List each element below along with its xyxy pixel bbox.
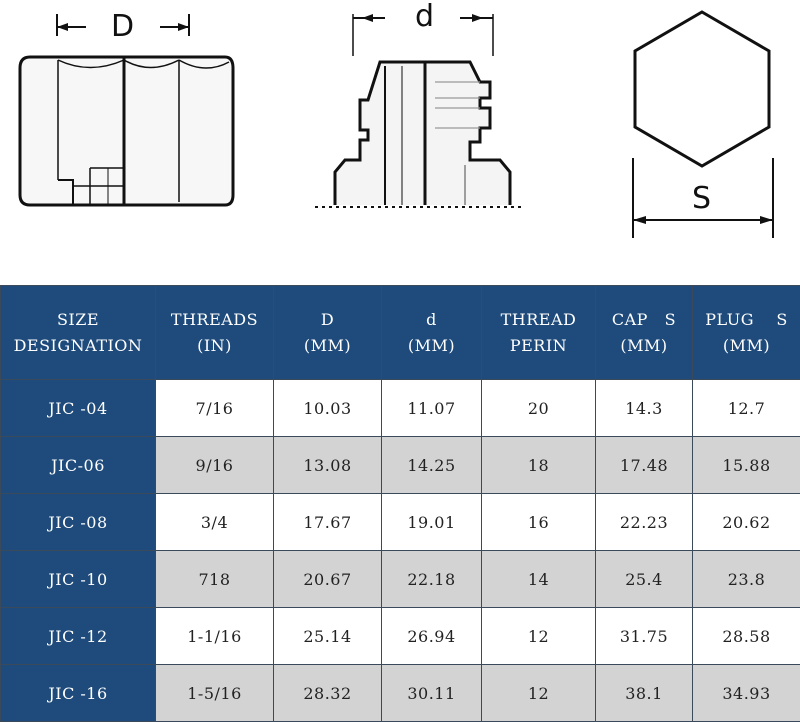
table-row: JIC -12 1-1/16 25.14 26.94 12 31.75 28.5…	[1, 608, 800, 665]
size-cell: JIC -08	[1, 494, 156, 551]
cap-d-cell: 20.67	[274, 551, 382, 608]
cap-s-cell: 14.3	[596, 380, 693, 437]
size-cell: JIC-06	[1, 437, 156, 494]
cap-d-cell: 10.03	[274, 380, 382, 437]
plug-d-cell: 11.07	[382, 380, 482, 437]
size-cell: JIC -04	[1, 380, 156, 437]
threads-cell: 3/4	[156, 494, 274, 551]
plug-s-cell: 28.58	[693, 608, 800, 665]
cap-s-cell: 31.75	[596, 608, 693, 665]
threads-cell: 718	[156, 551, 274, 608]
threads-cell: 1-1/16	[156, 608, 274, 665]
plug-d-cell: 22.18	[382, 551, 482, 608]
header-threads: THREADS(IN)	[156, 286, 274, 380]
table-row: JIC-06 9/16 13.08 14.25 18 17.48 15.88	[1, 437, 800, 494]
cap-d-cell: 25.14	[274, 608, 382, 665]
technical-drawings: D d S	[0, 0, 800, 285]
table-row: JIC -08 3/4 17.67 19.01 16 22.23 20.62	[1, 494, 800, 551]
cap-s-cell: 25.4	[596, 551, 693, 608]
thread-per-in-cell: 12	[482, 608, 596, 665]
plug-d-cell: 14.25	[382, 437, 482, 494]
thread-per-in-cell: 18	[482, 437, 596, 494]
cap-s-cell: 22.23	[596, 494, 693, 551]
size-cell: JIC -16	[1, 665, 156, 722]
plug-dimension-label: d	[415, 2, 434, 32]
cap-d-cell: 17.67	[274, 494, 382, 551]
thread-per-in-cell: 14	[482, 551, 596, 608]
size-cell: JIC -10	[1, 551, 156, 608]
plug-s-cell: 23.8	[693, 551, 800, 608]
cap-dimension-label: D	[111, 12, 134, 42]
header-plug-d: d(MM)	[382, 286, 482, 380]
header-plug-s: PLUG S(MM)	[693, 286, 800, 380]
cap-s-cell: 38.1	[596, 665, 693, 722]
header-cap-s: CAP S(MM)	[596, 286, 693, 380]
cap-d-cell: 28.32	[274, 665, 382, 722]
plug-s-cell: 12.7	[693, 380, 800, 437]
threads-cell: 7/16	[156, 380, 274, 437]
threads-cell: 9/16	[156, 437, 274, 494]
table-row: JIC -16 1-5/16 28.32 30.11 12 38.1 34.93	[1, 665, 800, 722]
plug-d-cell: 19.01	[382, 494, 482, 551]
plug-s-cell: 15.88	[693, 437, 800, 494]
plug-drawing	[315, 14, 525, 207]
cap-d-cell: 13.08	[274, 437, 382, 494]
thread-per-in-cell: 16	[482, 494, 596, 551]
threads-cell: 1-5/16	[156, 665, 274, 722]
cap-s-cell: 17.48	[596, 437, 693, 494]
thread-per-in-cell: 12	[482, 665, 596, 722]
plug-s-cell: 34.93	[693, 665, 800, 722]
thread-per-in-cell: 20	[482, 380, 596, 437]
plug-s-cell: 20.62	[693, 494, 800, 551]
table-row: JIC -04 7/16 10.03 11.07 20 14.3 12.7	[1, 380, 800, 437]
size-cell: JIC -12	[1, 608, 156, 665]
table-row: JIC -10 718 20.67 22.18 14 25.4 23.8	[1, 551, 800, 608]
plug-d-cell: 26.94	[382, 608, 482, 665]
header-cap-d: D(MM)	[274, 286, 382, 380]
plug-d-cell: 30.11	[382, 665, 482, 722]
hex-dimension-label: S	[692, 184, 711, 214]
